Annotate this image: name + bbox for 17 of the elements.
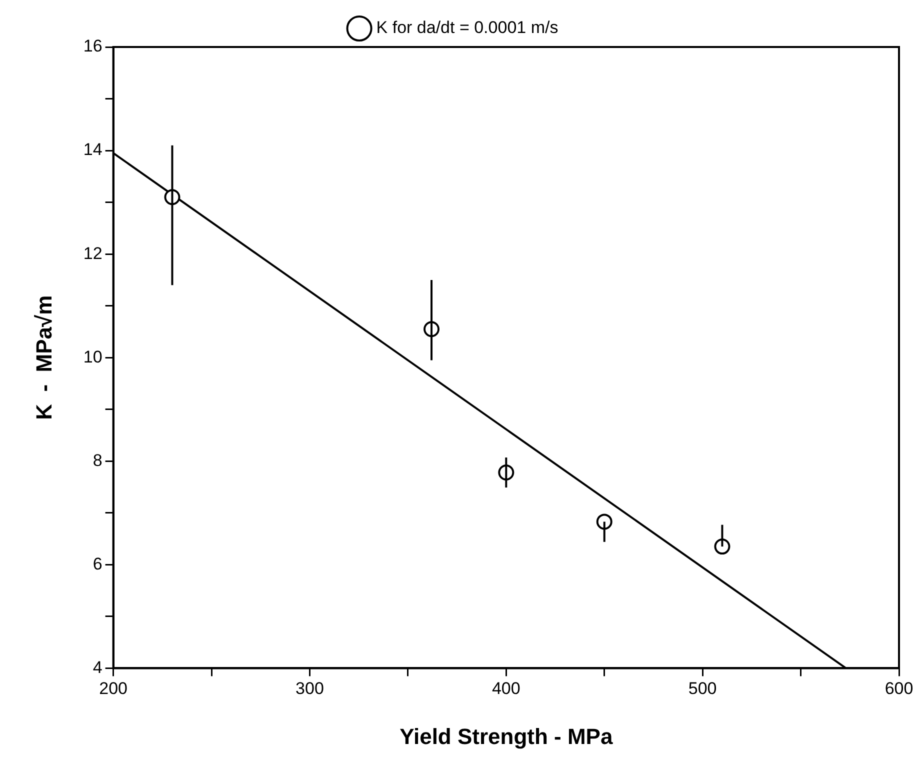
y-axis-title: K - MPa√m	[31, 295, 56, 420]
x-tick-label: 400	[492, 679, 520, 698]
x-tick-label: 300	[296, 679, 324, 698]
point	[714, 538, 730, 555]
y-tick-label: 16	[83, 36, 102, 56]
point	[596, 514, 612, 530]
y-tick-label: 14	[83, 140, 102, 160]
y-tick-label: 6	[92, 554, 102, 574]
y-tick-label: 4	[92, 658, 102, 677]
x-tick-label: 200	[99, 679, 128, 698]
x-axis-title: Yield Strength - MPa	[400, 724, 614, 749]
legend-label: K for da/dt = 0.0001 m/s	[376, 18, 558, 38]
x-tick-label: 600	[884, 679, 914, 698]
x-tick-label: 500	[688, 679, 717, 698]
y-tick-label: 10	[83, 347, 102, 366]
y-tick-label: 8	[92, 450, 102, 470]
y-tick-label: 12	[83, 244, 102, 263]
